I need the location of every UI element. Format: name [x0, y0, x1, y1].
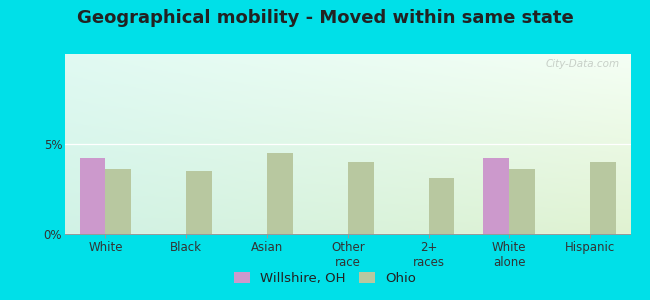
Bar — [484, 158, 510, 234]
Bar — [590, 162, 616, 234]
Bar — [105, 169, 131, 234]
Bar — [267, 153, 292, 234]
Text: Geographical mobility - Moved within same state: Geographical mobility - Moved within sam… — [77, 9, 573, 27]
Legend: Willshire, OH, Ohio: Willshire, OH, Ohio — [229, 267, 421, 290]
Text: City-Data.com: City-Data.com — [545, 59, 619, 69]
Bar — [348, 162, 374, 234]
Bar — [79, 158, 105, 234]
Bar — [186, 171, 212, 234]
Bar — [510, 169, 535, 234]
Bar — [428, 178, 454, 234]
